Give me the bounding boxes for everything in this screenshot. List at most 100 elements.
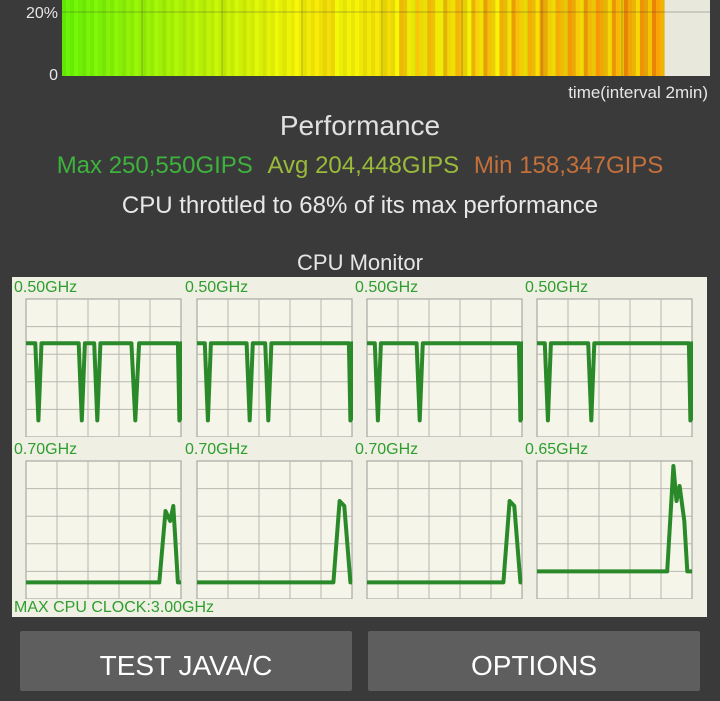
heat-strip (266, 0, 272, 76)
heat-strip (202, 0, 208, 76)
core-graph-bg (366, 298, 523, 437)
cpu-core-3: 0.50GHz (523, 277, 693, 437)
heat-strip (483, 0, 489, 76)
core-graph-6 (366, 460, 523, 599)
heat-strip (82, 0, 87, 76)
heat-strip (383, 0, 388, 76)
heat-strip (338, 0, 344, 76)
heat-strip (226, 0, 232, 76)
cpu-core-1: 0.50GHz (183, 277, 353, 437)
heat-strip (250, 0, 256, 76)
heat-strip (411, 0, 416, 76)
performance-stats: Max 250,550GIPS Avg 204,448GIPS Min 158,… (0, 152, 720, 180)
heat-strip (367, 0, 372, 76)
heat-strip (407, 0, 412, 76)
heat-strip (342, 0, 348, 76)
heat-strip (182, 0, 188, 76)
heat-strip (286, 0, 292, 76)
heat-strip (451, 0, 456, 76)
heat-strip (403, 0, 408, 76)
heat-strip (651, 0, 657, 76)
test-java-c-button[interactable]: TEST JAVA/C (20, 631, 352, 691)
heat-strip (511, 0, 517, 76)
cpu-core-4: 0.70GHz (12, 439, 182, 599)
heat-strip (455, 0, 460, 76)
cpu-core-0: 0.50GHz (12, 277, 182, 437)
heat-strip (334, 0, 340, 76)
heat-strip (647, 0, 653, 76)
cpu-core-5: 0.70GHz (183, 439, 353, 599)
heat-strip (102, 0, 107, 76)
core-graph-bg (536, 298, 693, 437)
options-button[interactable]: OPTIONS (368, 631, 700, 691)
heat-strip (302, 0, 308, 76)
heat-strip (591, 0, 597, 76)
heat-strip (571, 0, 577, 76)
heat-strip (118, 0, 123, 76)
heat-strip (114, 0, 119, 76)
heat-strip (623, 0, 629, 76)
heat-strip (94, 0, 99, 76)
heat-strip (242, 0, 248, 76)
heat-strip (643, 0, 649, 76)
heat-strip (238, 0, 244, 76)
heat-strip (595, 0, 601, 76)
heat-strip (599, 0, 605, 76)
heat-strip (395, 0, 400, 76)
heat-strip (575, 0, 581, 76)
heat-strip (635, 0, 641, 76)
core-graph-bg (196, 460, 353, 599)
heat-strip (78, 0, 83, 76)
core-frequency-line (197, 499, 353, 585)
heat-strip (543, 0, 549, 76)
heat-strip (415, 0, 420, 76)
chart-grid (62, 0, 710, 76)
heat-strip (306, 0, 312, 76)
core-frequency-line (537, 464, 692, 574)
heat-strip (535, 0, 541, 76)
heat-strip (270, 0, 276, 76)
heat-strip (579, 0, 585, 76)
heat-strip (218, 0, 224, 76)
heat-strip (130, 0, 135, 76)
core-freq-label-1: 0.50GHz (185, 279, 249, 296)
heat-strip (230, 0, 236, 76)
heat-strip (86, 0, 91, 76)
heat-strip (254, 0, 260, 76)
heat-strip (62, 0, 67, 76)
heat-strip (198, 0, 204, 76)
heat-strip (499, 0, 505, 76)
heat-strip (206, 0, 212, 76)
heat-strip (583, 0, 589, 76)
core-graph-3 (536, 298, 693, 437)
heat-strip (354, 0, 360, 76)
heat-strip (294, 0, 300, 76)
heat-strip (567, 0, 573, 76)
heat-strip (74, 0, 79, 76)
heat-strip (178, 0, 183, 76)
heat-strip (258, 0, 264, 76)
heat-strip (427, 0, 432, 76)
cpu-monitor-panel: 0.50GHz 0.50GHz 0.50GHz 0.50GHz 0.70GHz … (12, 277, 707, 617)
heat-strip (627, 0, 633, 76)
core-graph-2 (366, 298, 523, 437)
heat-strip (98, 0, 103, 76)
heat-strip (186, 0, 192, 76)
heat-strip (655, 0, 661, 76)
heat-strip (371, 0, 376, 76)
core-graph-0 (25, 298, 182, 437)
heat-strip (314, 0, 320, 76)
core-freq-label-2: 0.50GHz (355, 279, 419, 296)
heat-strip (298, 0, 304, 76)
heat-strip (471, 0, 476, 76)
heat-strip (531, 0, 537, 76)
avg-gips: Avg 204,448GIPS (267, 152, 460, 179)
heat-strip (519, 0, 525, 76)
heat-strip (290, 0, 296, 76)
heat-strip (322, 0, 328, 76)
heat-strip (487, 0, 493, 76)
core-frequency-line (26, 341, 182, 423)
heat-strip (431, 0, 436, 76)
heat-strip (150, 0, 155, 76)
heat-strip (375, 0, 380, 76)
